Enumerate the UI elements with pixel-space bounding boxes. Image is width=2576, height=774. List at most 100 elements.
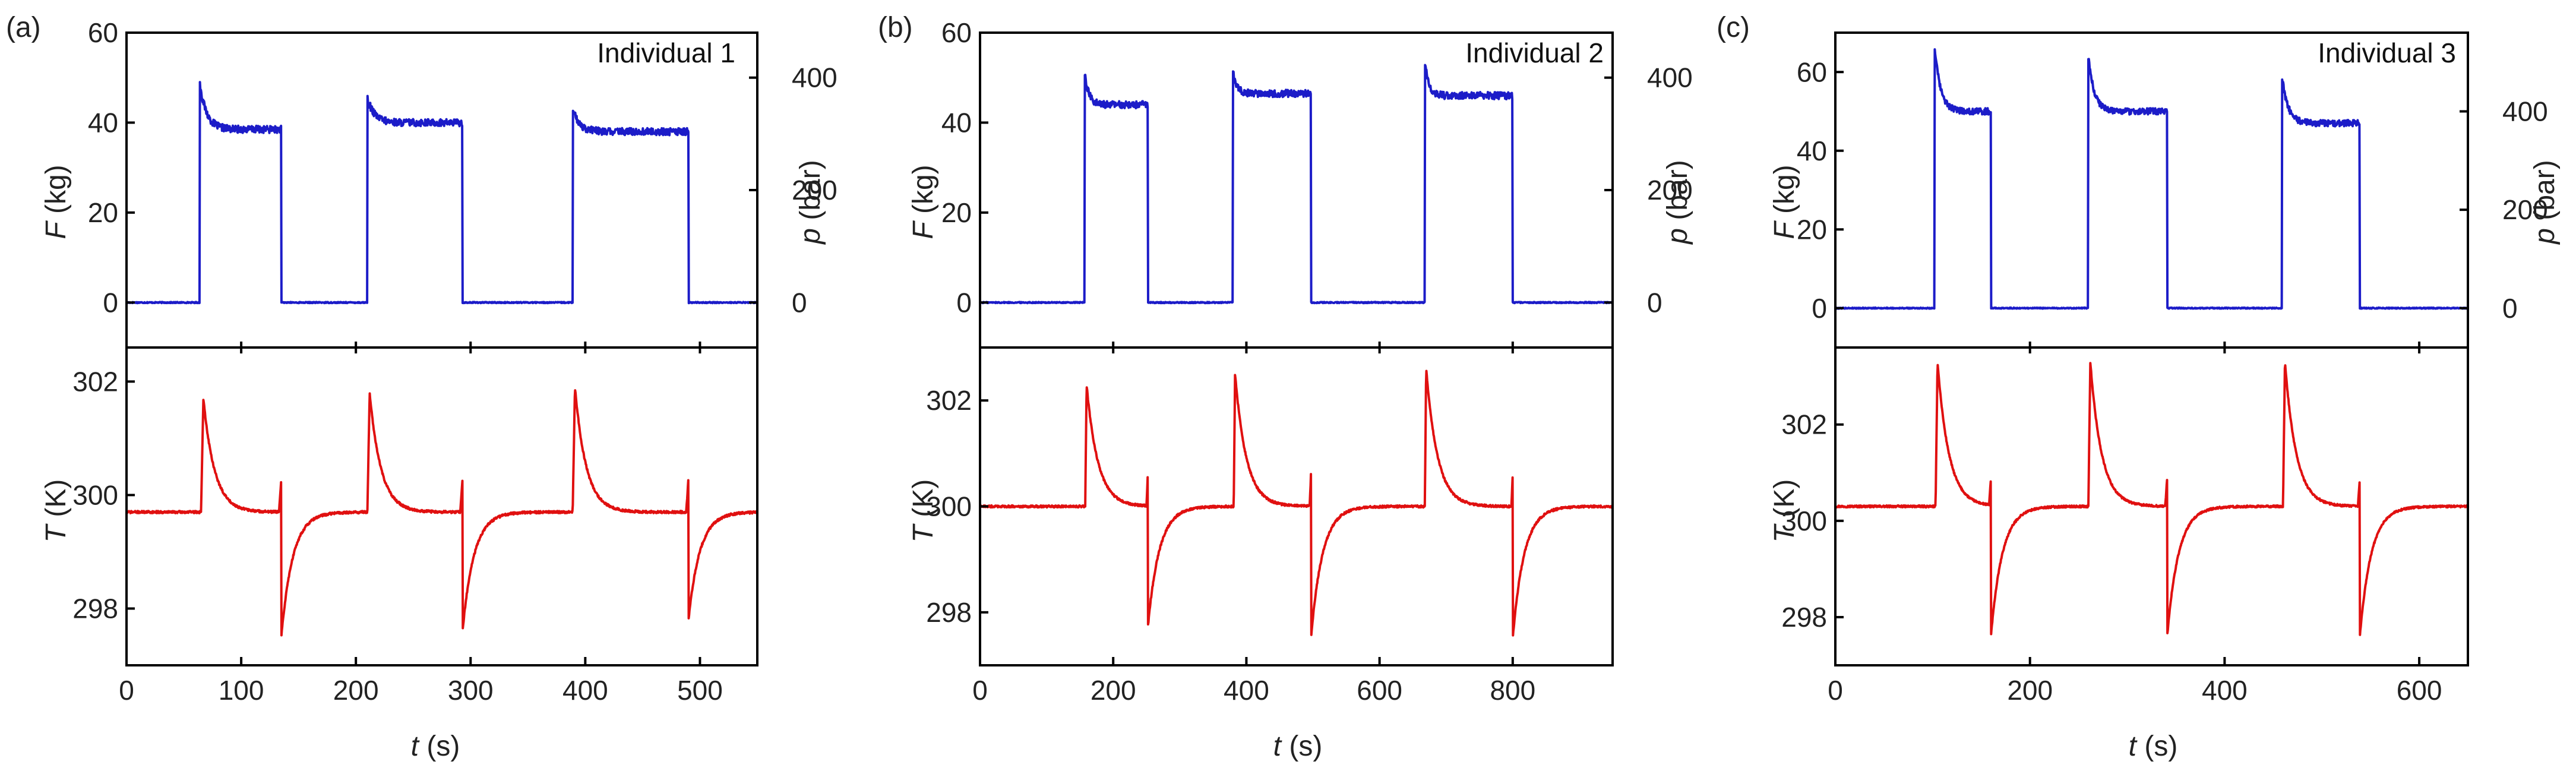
x-tick-label-a-2: 200 <box>333 675 379 706</box>
temperature-tick-label-a-1: 300 <box>72 479 118 510</box>
axes-a: 0 100 200 300 400 500 0 20 40 60 0 200 400 298 300 302 <box>72 17 837 706</box>
force-axis-unit-c: (kg) <box>1769 165 1800 222</box>
x-tick-label-b-2: 400 <box>1224 675 1269 706</box>
force-trace-a <box>125 81 758 305</box>
panel-title-a: Individual 1 <box>597 37 735 68</box>
pressure-axis-title-b: p (bar) <box>1662 160 1693 245</box>
pressure-tick-label-c-2: 400 <box>2502 96 2548 127</box>
force-trace-c <box>1834 48 2469 310</box>
time-axis-title-b: t (s) <box>1273 731 1323 762</box>
bottom-frame-a <box>125 346 758 666</box>
force-axis-title-c: F (kg) <box>1769 165 1800 239</box>
panel-b: (b) Individual 2 0 200 400 600 8000204060020… <box>878 12 1693 762</box>
force-tick-label-c-1: 20 <box>1797 214 1827 245</box>
temperature-axis-unit-b: (K) <box>908 479 939 525</box>
panel-label-b: (b) <box>878 12 913 43</box>
time-axis-var-b: t <box>1273 731 1282 762</box>
pressure-tick-label-a-0: 0 <box>792 287 807 318</box>
temperature-tick-label-c-1: 300 <box>1781 506 1827 536</box>
time-axis-unit-b: (s) <box>1281 731 1322 762</box>
temperature-axis-unit-c: (K) <box>1769 479 1800 525</box>
pressure-axis-title-a: p (bar) <box>795 160 826 245</box>
force-axis-unit-a: (kg) <box>40 165 72 222</box>
x-tick-label-c-1: 200 <box>2007 675 2053 706</box>
temperature-tick-label-c-2: 302 <box>1781 409 1827 440</box>
traces-c <box>1834 48 2469 636</box>
temperature-axis-title-a: T (K) <box>40 479 72 543</box>
panel-a: (a) Individual 1 0 100 200 300 400 500 0 20 40 60… <box>6 12 837 762</box>
force-tick-label-a-0: 0 <box>103 287 118 318</box>
pressure-axis-var-b: p <box>1662 228 1693 245</box>
traces-b <box>979 64 1614 637</box>
temperature-tick-label-b-0: 298 <box>926 597 972 628</box>
force-tick-label-c-3: 60 <box>1797 56 1827 87</box>
force-axis-title-a: F (kg) <box>40 165 72 239</box>
temperature-axis-unit-a: (K) <box>40 479 72 525</box>
x-tick-label-c-3: 600 <box>2397 675 2442 706</box>
x-tick-label-a-1: 100 <box>219 675 264 706</box>
time-axis-unit-c: (s) <box>2136 731 2177 762</box>
temperature-tick-label-c-0: 298 <box>1781 602 1827 633</box>
pressure-axis-unit-a: (bar) <box>795 160 826 228</box>
time-axis-title-c: t (s) <box>2129 731 2178 762</box>
temperature-tick-label-a-0: 298 <box>72 593 118 624</box>
panel-c: (c) Individual 3 0 200 400 6000204060020040… <box>1717 12 2561 762</box>
force-tick-label-b-1: 20 <box>941 197 972 228</box>
pressure-axis-var-a: p <box>795 228 826 245</box>
temperature-tick-label-a-2: 302 <box>72 366 118 397</box>
traces-a <box>125 81 758 637</box>
x-tick-label-b-1: 200 <box>1091 675 1136 706</box>
x-tick-label-a-0: 0 <box>119 675 134 706</box>
force-axis-unit-b: (kg) <box>908 165 939 222</box>
x-tick-label-c-2: 400 <box>2202 675 2248 706</box>
time-axis-var-c: t <box>2129 731 2138 762</box>
temperature-trace-b <box>979 369 1614 637</box>
temperature-axis-var-a: T <box>40 523 72 542</box>
pressure-tick-label-b-2: 400 <box>1647 62 1693 93</box>
x-tick-label-b-3: 600 <box>1357 675 1402 706</box>
force-tick-label-b-2: 40 <box>941 107 972 138</box>
pressure-tick-label-a-1: 200 <box>792 175 837 206</box>
force-axis-var-b: F <box>908 220 939 239</box>
pressure-axis-title-c: p (bar) <box>2529 160 2561 245</box>
pressure-tick-label-a-2: 400 <box>792 62 837 93</box>
bottom-frame-c <box>1834 346 2469 666</box>
x-tick-label-a-5: 500 <box>677 675 723 706</box>
x-tick-label-c-0: 0 <box>1828 675 1843 706</box>
temperature-trace-c <box>1834 362 2469 636</box>
x-tick-label-a-3: 300 <box>448 675 494 706</box>
temperature-tick-label-b-1: 300 <box>926 491 972 522</box>
x-tick-label-b-4: 800 <box>1490 675 1535 706</box>
x-tick-label-a-4: 400 <box>562 675 608 706</box>
temperature-axis-title-b: T (K) <box>908 479 939 543</box>
panel-label-a: (a) <box>6 12 41 43</box>
time-axis-var-a: t <box>411 731 420 762</box>
force-tick-label-c-2: 40 <box>1797 135 1827 166</box>
pressure-tick-label-c-0: 0 <box>2502 293 2518 324</box>
temperature-trace-a <box>125 389 758 637</box>
panel-title-b: Individual 2 <box>1465 37 1604 68</box>
force-tick-label-b-0: 0 <box>956 287 972 318</box>
time-axis-title-a: t (s) <box>411 731 460 762</box>
temperature-tick-label-b-2: 302 <box>926 385 972 416</box>
force-trace-b <box>979 64 1614 305</box>
pressure-tick-label-b-0: 0 <box>1647 287 1662 318</box>
pressure-axis-unit-b: (bar) <box>1662 160 1693 228</box>
pressure-axis-var-c: p <box>2529 228 2561 245</box>
force-tick-label-a-1: 20 <box>88 197 118 228</box>
force-axis-title-b: F (kg) <box>908 165 939 239</box>
pressure-tick-label-c-1: 200 <box>2502 194 2548 225</box>
force-tick-label-b-3: 60 <box>941 17 972 48</box>
temperature-axis-title-c: T (K) <box>1769 479 1800 543</box>
force-axis-var-c: F <box>1769 220 1800 239</box>
pressure-axis-unit-c: (bar) <box>2529 160 2561 228</box>
x-tick-label-b-0: 0 <box>972 675 988 706</box>
time-axis-unit-a: (s) <box>419 731 460 762</box>
temperature-axis-var-b: T <box>908 523 939 542</box>
force-tick-label-a-2: 40 <box>88 107 118 138</box>
force-axis-var-a: F <box>40 220 72 239</box>
